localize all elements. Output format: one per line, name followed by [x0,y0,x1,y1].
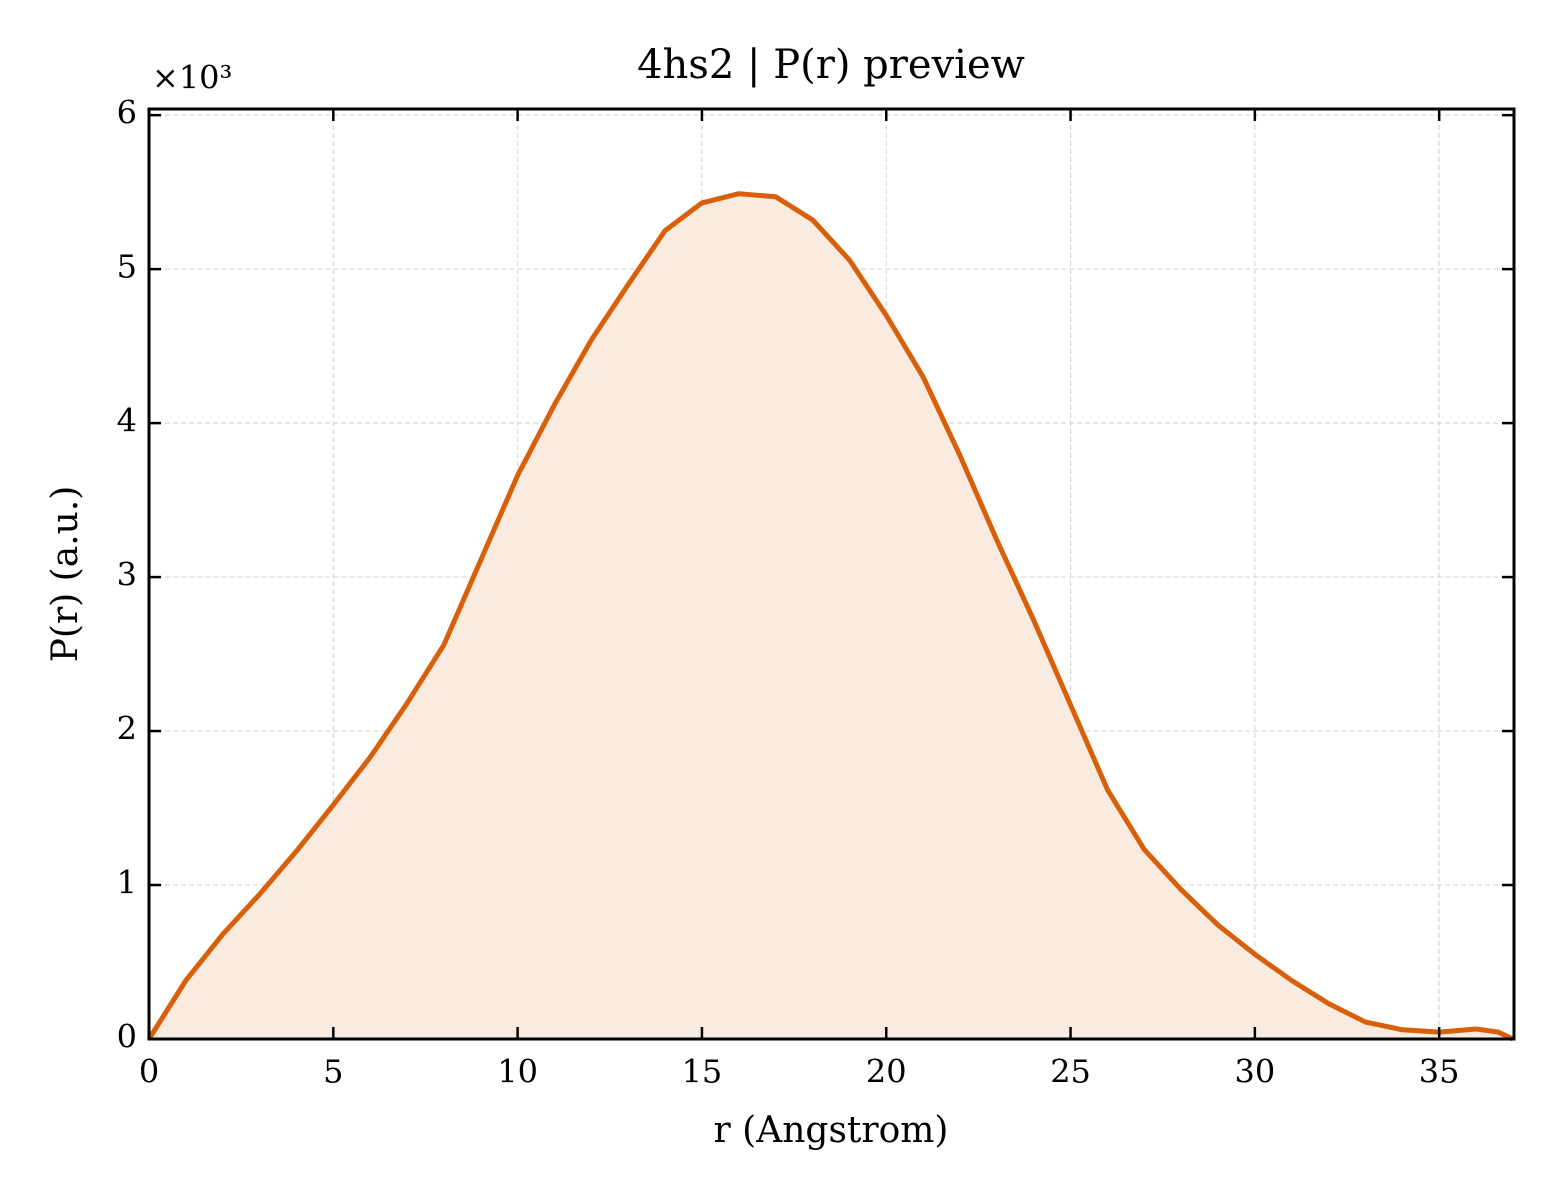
line [146,191,1514,1042]
chart-title: 4hs2 | P(r) preview [637,42,1025,88]
x-tick-label: 20 [866,1053,907,1091]
y-tick-label: 3 [117,556,137,594]
x-tick-label: 0 [139,1053,159,1091]
y-tick-label: 4 [117,402,137,440]
y-axis-label: P(r) (a.u.) [45,486,86,663]
x-axis-label: r (Angstrom) [714,1110,949,1151]
y-tick-label: 6 [117,94,137,132]
x-tick-label: 30 [1235,1053,1276,1091]
y-tick-label: 5 [117,248,137,286]
y-tick-label: 2 [117,710,137,748]
x-tick-label: 35 [1419,1053,1460,1091]
plot-frame [147,107,1516,1041]
x-tick-label: 5 [323,1053,343,1091]
x-tick-label: 25 [1050,1053,1091,1091]
area [149,193,1513,1039]
x-tick-label: 15 [682,1053,723,1091]
y-multiplier: ×10³ [152,59,232,97]
y-tick-label: 0 [117,1018,137,1056]
x-tick-label: 10 [497,1053,538,1091]
y-tick-label: 1 [117,864,137,902]
